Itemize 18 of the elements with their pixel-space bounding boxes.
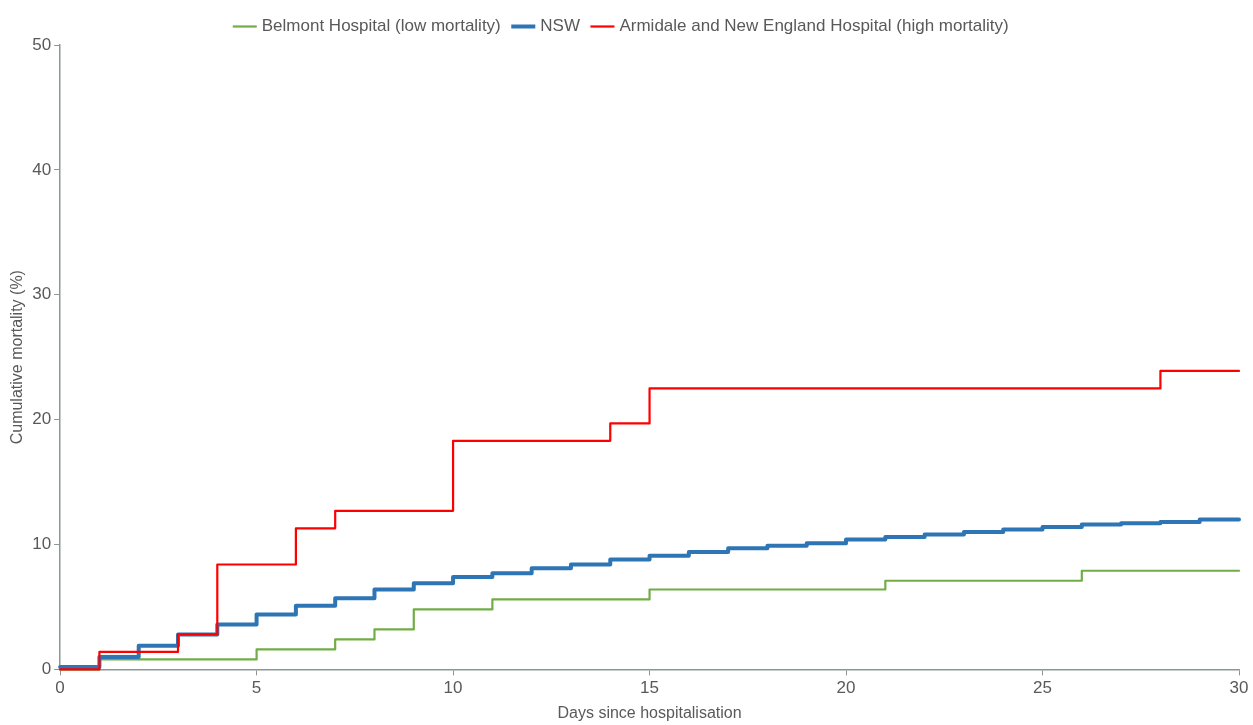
- x-tick-label: 15: [640, 678, 660, 698]
- x-tick-label: 0: [55, 678, 65, 698]
- x-tick-label: 20: [836, 678, 856, 698]
- y-tick-label: 40: [32, 159, 52, 179]
- x-axis-title: Days since hospitalisation: [557, 703, 742, 721]
- y-tick-label: 50: [32, 34, 52, 54]
- x-tick-label: 10: [443, 678, 463, 698]
- y-tick-label: 20: [32, 409, 52, 429]
- x-tick-label: 25: [1033, 678, 1052, 698]
- legend-label: Armidale and New England Hospital (high mortality): [619, 16, 1009, 36]
- legend-label: NSW: [540, 16, 580, 36]
- y-tick-label: 30: [32, 284, 52, 304]
- legend-label: Belmont Hospital (low mortality): [261, 16, 501, 36]
- x-tick-label: 5: [251, 678, 262, 698]
- y-tick-label: 0: [41, 659, 52, 679]
- x-tick-label: 30: [1229, 678, 1249, 698]
- y-tick-label: 10: [32, 534, 52, 554]
- y-axis-title: Cumulative mortality (%): [8, 270, 26, 445]
